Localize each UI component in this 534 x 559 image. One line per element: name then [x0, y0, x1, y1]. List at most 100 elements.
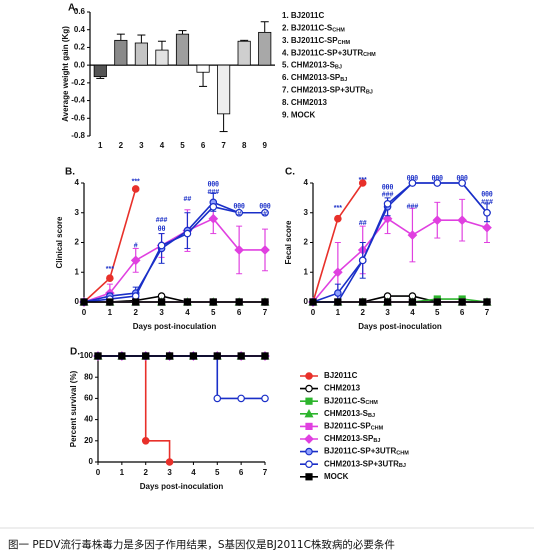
x-tick-label: 6 [237, 308, 242, 317]
annotation: θθθ [208, 181, 220, 188]
x-tick-label: 5 [180, 141, 185, 150]
marker [383, 298, 392, 306]
marker [305, 473, 313, 481]
series-line [83, 217, 265, 303]
marker [309, 298, 317, 306]
x-tick-label: 3 [159, 308, 164, 317]
marker [237, 394, 245, 403]
marker [408, 298, 417, 306]
marker [458, 179, 466, 187]
marker [234, 245, 244, 255]
marker [261, 208, 269, 217]
legend-label: 5. CHM2013-SBJ [282, 61, 342, 71]
marker [334, 289, 342, 297]
x-tick-label: 5 [435, 308, 440, 317]
y-tick-label: 40 [84, 415, 93, 424]
x-tick-label: 6 [460, 308, 465, 317]
x-tick-label: 5 [211, 308, 216, 317]
bar [155, 49, 169, 66]
marker [141, 436, 150, 445]
marker [213, 352, 221, 360]
marker [358, 256, 367, 265]
bar [196, 64, 210, 73]
y-axis-label: Fecal score [284, 220, 293, 265]
legend-label: 8. CHM2013 [282, 98, 327, 107]
marker [483, 298, 491, 306]
x-tick-label: 0 [96, 468, 101, 477]
marker [183, 298, 192, 306]
marker [157, 298, 166, 306]
y-tick-label: 2 [304, 238, 309, 247]
annotation: ### [407, 204, 419, 211]
subscript: BJ [373, 438, 380, 444]
y-tick-label: 1 [304, 267, 309, 276]
x-tick-label: 1 [336, 308, 341, 317]
marker [261, 352, 269, 360]
marker [183, 229, 192, 238]
marker [305, 372, 313, 380]
marker [131, 185, 140, 193]
legend-label: 7. CHM2013-SP+3UTRBJ [282, 86, 373, 96]
annotation: *** [334, 205, 342, 212]
x-axis-label: Days post-inoculation [133, 322, 217, 331]
x-tick-label: 1 [108, 308, 113, 317]
marker [235, 298, 243, 306]
annotation: θθθ [382, 184, 394, 191]
marker [433, 298, 441, 306]
marker [165, 352, 174, 360]
y-tick-label: -0.8 [71, 131, 85, 140]
y-axis-label: Percent survival (%) [69, 370, 78, 447]
bar [217, 64, 231, 115]
y-tick-label: 100 [80, 351, 94, 360]
x-tick-label: 3 [139, 141, 144, 150]
x-tick-label: 4 [191, 468, 196, 477]
annotation: # [134, 242, 138, 249]
marker [261, 394, 269, 403]
y-tick-label: 0.6 [74, 7, 86, 16]
legend-label: CHM2013-SP+3UTRBJ [324, 459, 406, 469]
legend-label: 4. BJ2011C-SP+3UTRCHM [282, 48, 376, 58]
x-tick-label: 3 [385, 308, 390, 317]
annotation: *** [106, 266, 114, 273]
marker [333, 267, 343, 278]
annotation: θθ [158, 226, 166, 233]
subscript: BJ [335, 65, 342, 71]
y-tick-label: -0.4 [71, 96, 85, 105]
panel-label: B. [65, 167, 75, 178]
marker [382, 213, 393, 224]
marker [132, 298, 140, 306]
marker [260, 245, 270, 255]
marker [118, 352, 126, 360]
annotation: ## [359, 220, 367, 227]
bar [258, 31, 272, 66]
legend-label: 6. CHM2013-SPBJ [282, 73, 347, 83]
y-tick-label: 2 [75, 238, 80, 247]
marker [305, 460, 313, 469]
y-tick-label: 60 [84, 394, 93, 403]
series-line [313, 182, 488, 303]
marker [80, 298, 88, 306]
marker [131, 292, 140, 300]
x-tick-label: 0 [311, 308, 316, 317]
x-tick-label: 4 [410, 308, 415, 317]
x-tick-label: 1 [98, 141, 103, 150]
marker [407, 230, 418, 240]
x-tick-label: 7 [263, 468, 268, 477]
marker [237, 352, 245, 360]
x-tick-label: 6 [201, 141, 206, 150]
series-line [98, 355, 265, 400]
legend-label: BJ2011C [324, 371, 358, 380]
marker [334, 214, 342, 223]
y-tick-label: 4 [75, 178, 80, 187]
legend-label: 9. MOCK [282, 110, 316, 119]
annotation: θθθ [407, 175, 419, 182]
annotation: ## [184, 196, 192, 203]
x-tick-label: 3 [167, 468, 172, 477]
subscript: CHM [363, 53, 376, 59]
marker [106, 298, 114, 306]
marker [358, 179, 367, 187]
legend-label: BJ2011C-SPCHM [324, 422, 384, 432]
annotation: ### [481, 199, 493, 206]
marker [305, 447, 313, 456]
